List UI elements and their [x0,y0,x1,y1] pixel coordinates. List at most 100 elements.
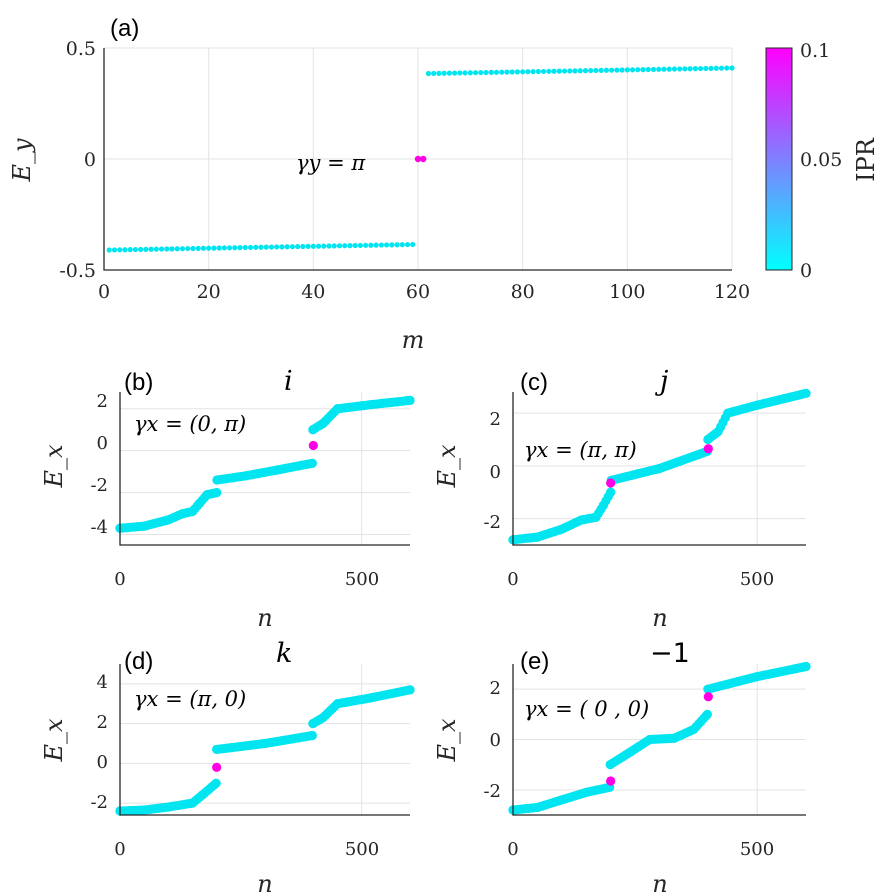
data-point [593,67,599,74]
y-tick-d-1: 0 [97,752,108,773]
annotation-a: γy = π [296,151,366,175]
data-point [315,243,322,249]
data-point [535,68,541,75]
data-point [237,245,243,251]
data-point [452,70,458,76]
data-point [373,242,379,248]
data-point [158,246,165,252]
data-point [127,247,133,253]
data-point [399,242,405,248]
colorbar-label: IPR [852,137,880,182]
panel-label-a: (a) [110,15,139,42]
data-point [629,67,636,73]
data-point [212,488,222,498]
data-point [111,247,118,253]
data-point [718,65,725,71]
y-tick-e-2: 2 [490,678,501,699]
axes-c [512,392,806,546]
y-label-d: E_x [40,718,68,763]
panel-d: 0 500 -2 0 2 4 (d) k γx = (π, 0) n E_x [40,638,415,896]
y-tick-b-1: -2 [90,475,108,496]
edge-state-point [420,155,427,163]
y-tick-b-2: 0 [97,433,108,454]
data-point [342,243,348,249]
data-point [336,243,343,249]
colorbar [765,47,793,271]
data-point [404,241,411,248]
edge-state-point [414,155,422,163]
data-point [148,246,154,252]
data-point [567,68,573,74]
data-point [405,395,415,405]
axes-a [103,48,732,271]
data-point [483,69,489,76]
data-point [640,67,646,73]
panel-e: 0 500 -2 0 2 (e) −1 γx = ( 0 , 0) n E_x [433,638,811,896]
data-point [724,65,730,71]
data-point [190,245,196,252]
data-point [525,69,531,75]
data-point [606,487,616,497]
panel-c: 0 500 -2 0 2 (c) j γx = (π, π) n E_x [433,366,811,632]
data-point [221,245,227,251]
data-point [577,68,583,74]
x-tick-d-0: 0 [114,839,125,860]
edge-state-point [606,776,616,786]
x-tick-b-1: 500 [345,569,379,590]
x-label-e: n [652,870,667,896]
axes-b [119,392,410,546]
data-point [352,242,358,249]
data-point [493,69,500,75]
data-point [499,69,505,75]
data-point [405,685,415,695]
data-point [106,247,112,253]
data-point [185,245,191,252]
colorbar-tick-bottom: 0 [800,260,812,282]
data-point [677,66,683,72]
data-point [394,242,400,248]
data-point [619,67,625,73]
points-c [508,388,811,545]
data-point [682,66,688,72]
data-point [363,242,369,248]
data-point [307,730,317,741]
data-point [117,247,123,253]
data-point [216,245,222,251]
data-point [153,246,159,252]
data-point [801,661,811,672]
data-point [661,66,667,72]
data-point [609,67,615,73]
data-point [588,67,594,74]
y-tick-e-0: -2 [483,781,501,802]
data-point [729,65,735,71]
data-point [268,244,275,250]
data-point [462,70,468,76]
data-point [258,244,264,250]
data-point [514,69,521,75]
x-label-c: n [652,604,667,632]
data-point [347,243,353,249]
edge-state-point [308,440,318,451]
data-point [425,70,432,77]
data-point [174,246,180,252]
data-point [650,66,657,73]
panel-b: 0 500 -4 -2 0 2 (b) i γx = (0, π) n E_x [40,366,415,632]
x-tick-c-0: 0 [507,569,518,590]
edge-state-point [606,478,616,488]
data-point [687,66,693,72]
data-point [561,68,568,74]
data-point [143,246,149,252]
data-point [702,709,712,719]
data-point [242,244,248,251]
data-point [211,245,217,251]
x-label-b: n [257,604,272,632]
data-point [703,65,709,72]
colorbar-tick-top: 0.1 [800,40,830,62]
data-point [289,244,295,250]
annotation-b: γx = (0, π) [134,412,246,436]
data-point [295,243,301,250]
colorbar-tick-mid: 0.05 [800,149,842,171]
data-point [169,246,175,252]
data-point [635,67,641,73]
data-point [279,244,285,250]
